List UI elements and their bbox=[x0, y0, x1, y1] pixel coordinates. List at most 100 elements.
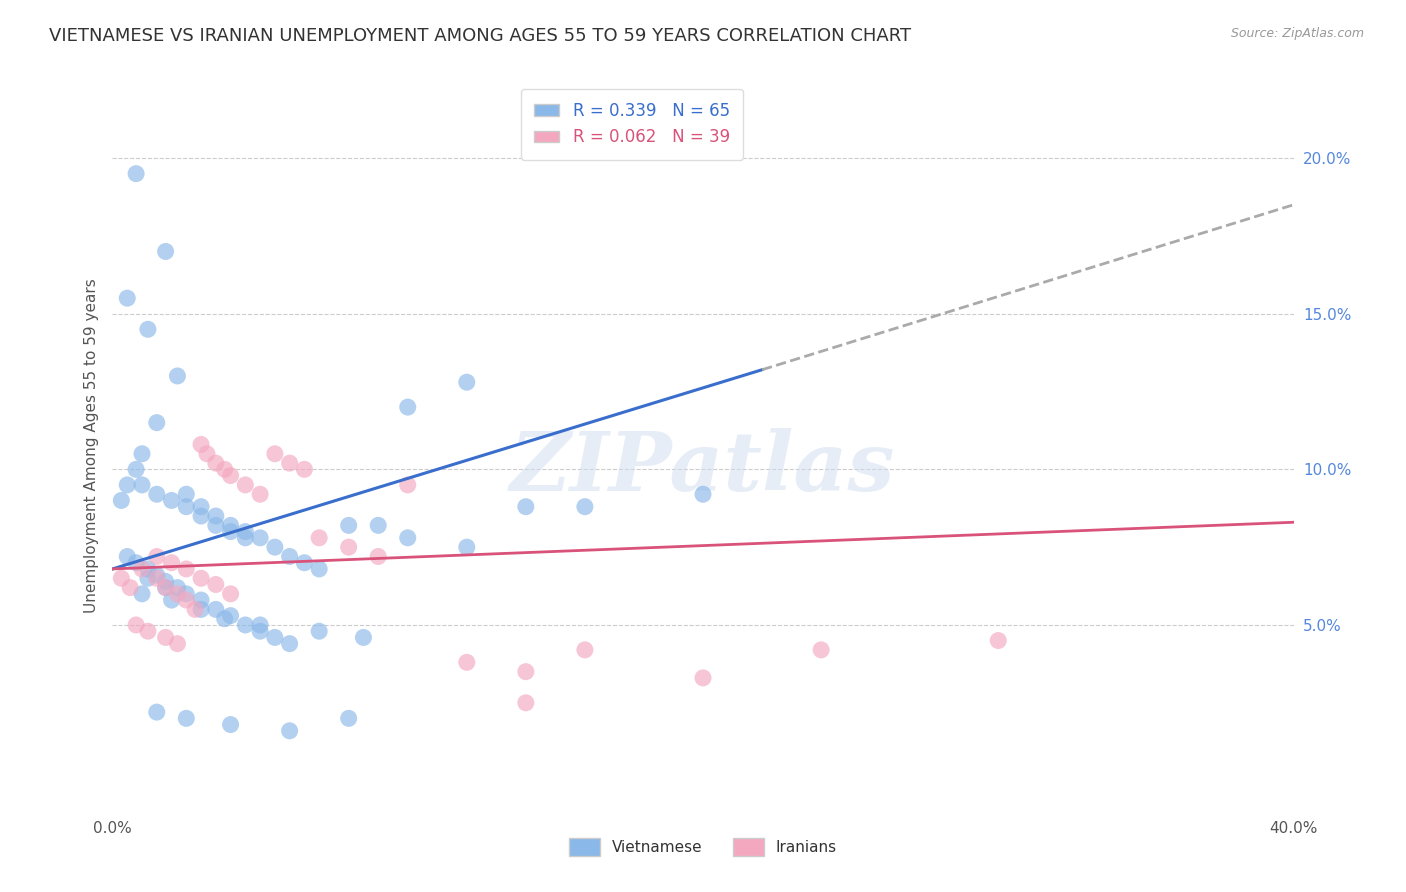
Point bbox=[515, 500, 537, 514]
Point bbox=[155, 244, 177, 259]
Point bbox=[233, 524, 256, 539]
Point bbox=[190, 593, 212, 607]
Point bbox=[136, 562, 159, 576]
Text: ZIPatlas: ZIPatlas bbox=[510, 428, 896, 508]
Point bbox=[308, 624, 330, 639]
Point bbox=[174, 487, 197, 501]
Point bbox=[117, 291, 138, 305]
Point bbox=[205, 577, 228, 591]
Point bbox=[308, 531, 330, 545]
Point bbox=[249, 531, 271, 545]
Point bbox=[146, 487, 169, 501]
Point bbox=[292, 556, 315, 570]
Point bbox=[574, 500, 596, 514]
Point bbox=[160, 556, 183, 570]
Point bbox=[214, 612, 236, 626]
Point bbox=[219, 587, 242, 601]
Point bbox=[367, 549, 389, 564]
Point bbox=[264, 631, 287, 645]
Point bbox=[337, 540, 360, 554]
Point bbox=[155, 631, 177, 645]
Point bbox=[205, 456, 228, 470]
Point bbox=[233, 531, 256, 545]
Point bbox=[692, 671, 714, 685]
Point bbox=[205, 509, 228, 524]
Point bbox=[278, 637, 301, 651]
Point bbox=[125, 167, 148, 181]
Point bbox=[233, 618, 256, 632]
Point bbox=[174, 587, 197, 601]
Point bbox=[131, 478, 153, 492]
Point bbox=[219, 518, 242, 533]
Point bbox=[160, 493, 183, 508]
Point bbox=[190, 571, 212, 585]
Point bbox=[146, 416, 169, 430]
Point bbox=[219, 608, 242, 623]
Point bbox=[278, 456, 301, 470]
Point bbox=[146, 549, 169, 564]
Point bbox=[166, 581, 188, 595]
Point bbox=[456, 375, 478, 389]
Point bbox=[136, 571, 159, 585]
Point bbox=[692, 487, 714, 501]
Point bbox=[249, 618, 271, 632]
Point bbox=[219, 717, 242, 731]
Point bbox=[515, 665, 537, 679]
Point bbox=[214, 462, 236, 476]
Point bbox=[166, 368, 188, 383]
Point bbox=[396, 531, 419, 545]
Point bbox=[264, 540, 287, 554]
Y-axis label: Unemployment Among Ages 55 to 59 years: Unemployment Among Ages 55 to 59 years bbox=[83, 278, 98, 614]
Point bbox=[190, 500, 212, 514]
Point bbox=[337, 711, 360, 725]
Point bbox=[174, 593, 197, 607]
Point bbox=[205, 518, 228, 533]
Point bbox=[125, 556, 148, 570]
Point bbox=[987, 633, 1010, 648]
Point bbox=[308, 562, 330, 576]
Point bbox=[131, 562, 153, 576]
Point bbox=[131, 447, 153, 461]
Point bbox=[249, 624, 271, 639]
Legend: Vietnamese, Iranians: Vietnamese, Iranians bbox=[562, 831, 844, 863]
Point bbox=[174, 711, 197, 725]
Point bbox=[810, 643, 832, 657]
Point bbox=[278, 723, 301, 738]
Point bbox=[184, 602, 207, 616]
Point bbox=[396, 478, 419, 492]
Point bbox=[367, 518, 389, 533]
Point bbox=[278, 549, 301, 564]
Point bbox=[337, 518, 360, 533]
Point bbox=[110, 571, 132, 585]
Point bbox=[292, 462, 315, 476]
Point bbox=[219, 524, 242, 539]
Point bbox=[160, 593, 183, 607]
Point bbox=[249, 487, 271, 501]
Point bbox=[155, 581, 177, 595]
Point bbox=[166, 587, 188, 601]
Point bbox=[174, 562, 197, 576]
Point bbox=[456, 540, 478, 554]
Point bbox=[125, 618, 148, 632]
Point bbox=[205, 602, 228, 616]
Text: Source: ZipAtlas.com: Source: ZipAtlas.com bbox=[1230, 27, 1364, 40]
Point bbox=[166, 637, 188, 651]
Point bbox=[146, 568, 169, 582]
Point bbox=[190, 602, 212, 616]
Point bbox=[219, 468, 242, 483]
Point bbox=[120, 581, 142, 595]
Point bbox=[155, 581, 177, 595]
Point bbox=[352, 631, 374, 645]
Point bbox=[264, 447, 287, 461]
Point bbox=[174, 500, 197, 514]
Text: VIETNAMESE VS IRANIAN UNEMPLOYMENT AMONG AGES 55 TO 59 YEARS CORRELATION CHART: VIETNAMESE VS IRANIAN UNEMPLOYMENT AMONG… bbox=[49, 27, 911, 45]
Point bbox=[396, 400, 419, 414]
Point bbox=[190, 437, 212, 451]
Point bbox=[136, 624, 159, 639]
Point bbox=[195, 447, 218, 461]
Point bbox=[233, 478, 256, 492]
Point bbox=[190, 509, 212, 524]
Point bbox=[155, 574, 177, 589]
Point bbox=[117, 478, 138, 492]
Point bbox=[456, 656, 478, 670]
